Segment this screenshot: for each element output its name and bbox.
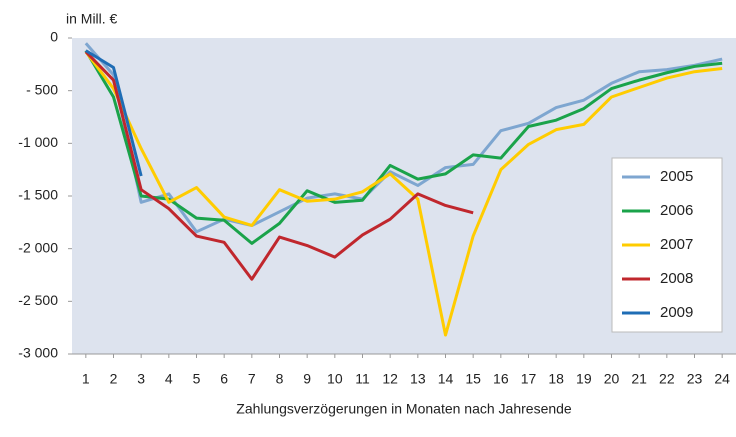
x-tick-label: 14 [438,371,454,387]
legend-label: 2006 [660,202,693,219]
y-tick-label: -3 000 [18,345,58,361]
x-tick-label: 19 [576,371,592,387]
legend: 2005 2006 2007 2008 2009 [611,157,723,333]
line-series [84,50,723,337]
x-tick-label: 2 [110,371,118,387]
x-tick-label: 20 [604,371,620,387]
x-tick-label: 17 [521,371,537,387]
x-tick-label: 10 [327,371,343,387]
x-tick-label: 3 [137,371,145,387]
x-tick-label: 24 [714,371,730,387]
x-tick-label: 1 [82,371,90,387]
x-tick-label: 22 [659,371,675,387]
line-series [85,49,143,177]
x-tick-label: 6 [220,371,228,387]
x-tick-label: 5 [193,371,201,387]
legend-label: 2007 [660,236,693,253]
legend-label: 2008 [660,270,693,287]
x-tick-label: 16 [493,371,509,387]
y-tick-label: 0 [50,29,58,45]
x-tick-label: 8 [276,371,284,387]
y-tick-label: -1 500 [18,187,58,203]
line-series [84,50,474,281]
x-tick-label: 12 [382,371,398,387]
x-tick-label: 9 [303,371,311,387]
line-series [84,49,723,245]
y-tick-label: -1 000 [18,134,58,150]
y-tick-label: -2 000 [18,239,58,255]
x-tick-label: 23 [687,371,703,387]
x-tick-label: 21 [631,371,647,387]
y-unit-label: in Mill. € [66,11,118,27]
line-series [84,42,723,234]
x-tick-label: 7 [248,371,256,387]
legend-label: 2005 [660,168,693,185]
y-tick-label: -2 500 [18,292,58,308]
legend-label: 2009 [660,304,693,321]
x-tick-label: 11 [355,371,370,387]
x-axis-label: Zahlungsverzögerungen in Monaten nach Ja… [236,401,572,417]
y-tick-label: - 500 [26,81,58,97]
x-tick-label: 13 [410,371,426,387]
x-tick-label: 18 [548,371,564,387]
x-tick-label: 4 [165,371,173,387]
x-tick-label: 15 [465,371,481,387]
